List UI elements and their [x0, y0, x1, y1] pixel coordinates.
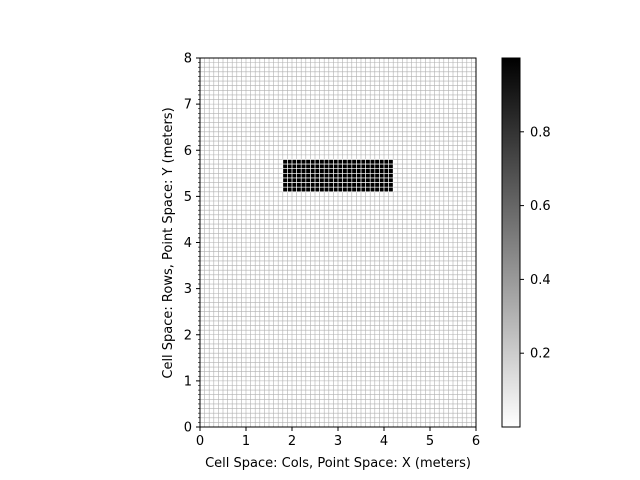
colorbar-tick-label: 0.2	[530, 347, 551, 362]
x-tick-label: 2	[288, 434, 296, 449]
y-tick-label: 4	[184, 236, 192, 251]
filled-cell-grid	[282, 159, 394, 193]
x-axis: 0 1 2 3 4 5 6	[196, 427, 480, 449]
y-tick-label: 6	[184, 144, 192, 159]
colorbar: 0.2 0.4 0.6 0.8	[501, 57, 551, 428]
x-tick-label: 3	[334, 434, 342, 449]
y-tick-label: 8	[184, 52, 192, 67]
colorbar-tick-label: 0.4	[530, 273, 551, 288]
x-tick-label: 4	[380, 434, 388, 449]
y-tick-label: 0	[184, 421, 192, 436]
colorbar-tick-label: 0.6	[530, 199, 551, 214]
x-tick-label: 1	[242, 434, 250, 449]
y-tick-label: 2	[184, 328, 192, 343]
x-tick-label: 5	[426, 434, 434, 449]
cell-grid	[199, 57, 477, 428]
y-tick-label: 1	[184, 374, 192, 389]
plot-area	[199, 57, 477, 428]
x-axis-label: Cell Space: Cols, Point Space: X (meters…	[205, 456, 471, 471]
y-tick-label: 5	[184, 190, 192, 205]
y-axis: 0 1 2 3 4 5 6 7 8	[184, 52, 200, 436]
y-tick-label: 7	[184, 98, 192, 113]
colorbar-gradient	[501, 57, 521, 428]
x-tick-label: 0	[196, 434, 204, 449]
y-axis-label: Cell Space: Rows, Point Space: Y (meters…	[161, 107, 176, 378]
colorbar-tick-label: 0.8	[530, 125, 551, 140]
y-tick-label: 3	[184, 282, 192, 297]
x-tick-label: 6	[472, 434, 480, 449]
